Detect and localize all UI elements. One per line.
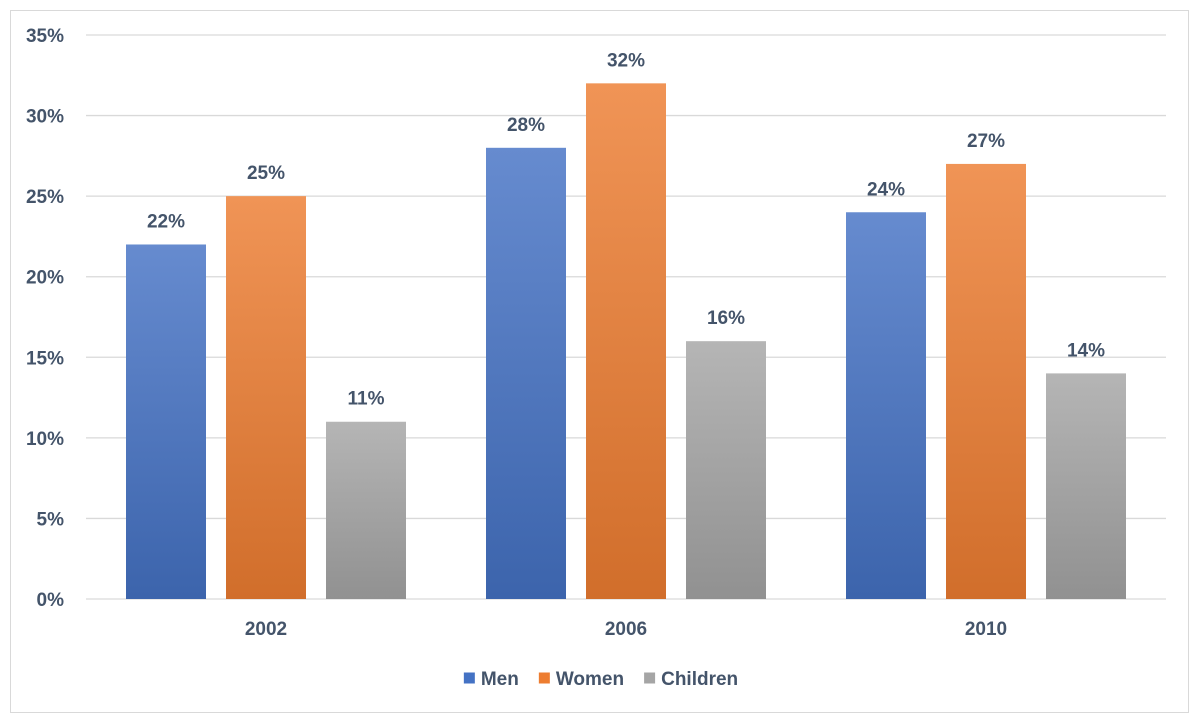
legend-swatch-children <box>644 672 656 684</box>
bars <box>126 83 1126 600</box>
bar-children-2010 <box>1046 373 1126 599</box>
x-axis-ticks: 2002 2006 2010 <box>245 619 1007 640</box>
legend-label-women: Women <box>556 669 624 690</box>
bar-women-2006 <box>586 83 666 600</box>
bar-children-2006 <box>686 341 766 599</box>
y-tick-label: 35% <box>26 26 64 47</box>
y-tick-label: 25% <box>26 187 64 208</box>
data-label: 25% <box>247 163 285 184</box>
bar-women-2010 <box>946 163 1026 599</box>
bar-children-2002 <box>326 421 406 599</box>
bar-men-2006 <box>486 147 566 600</box>
y-tick-label: 30% <box>26 107 64 128</box>
bar-men-2010 <box>846 212 926 599</box>
legend-label-children: Children <box>661 669 738 690</box>
legend-swatch-men <box>463 672 475 684</box>
y-tick-label: 0% <box>37 590 65 611</box>
data-label: 22% <box>147 211 185 232</box>
x-tick-label: 2010 <box>965 619 1007 640</box>
x-tick-label: 2006 <box>605 619 647 640</box>
y-axis-ticks: 0% 5% 10% 15% 20% 25% 30% 35% <box>26 26 64 611</box>
data-label: 14% <box>1067 340 1105 361</box>
data-label: 24% <box>867 179 905 200</box>
legend: Men Women Children <box>463 669 738 690</box>
bar-men-2002 <box>126 244 206 599</box>
y-tick-label: 15% <box>26 348 64 369</box>
bar-women-2002 <box>226 196 306 599</box>
y-tick-label: 5% <box>37 509 65 530</box>
legend-swatch-women <box>538 672 550 684</box>
data-label: 32% <box>607 50 645 71</box>
data-label: 28% <box>507 115 545 136</box>
x-tick-label: 2002 <box>245 619 287 640</box>
data-labels: 22% 25% 11% 28% 32% 16% 24% 27% 14% <box>147 50 1105 409</box>
data-label: 27% <box>967 131 1005 152</box>
legend-label-men: Men <box>481 669 519 690</box>
data-label: 11% <box>348 389 385 410</box>
data-label: 16% <box>707 308 745 329</box>
y-tick-label: 20% <box>26 268 64 289</box>
y-tick-label: 10% <box>26 429 64 450</box>
